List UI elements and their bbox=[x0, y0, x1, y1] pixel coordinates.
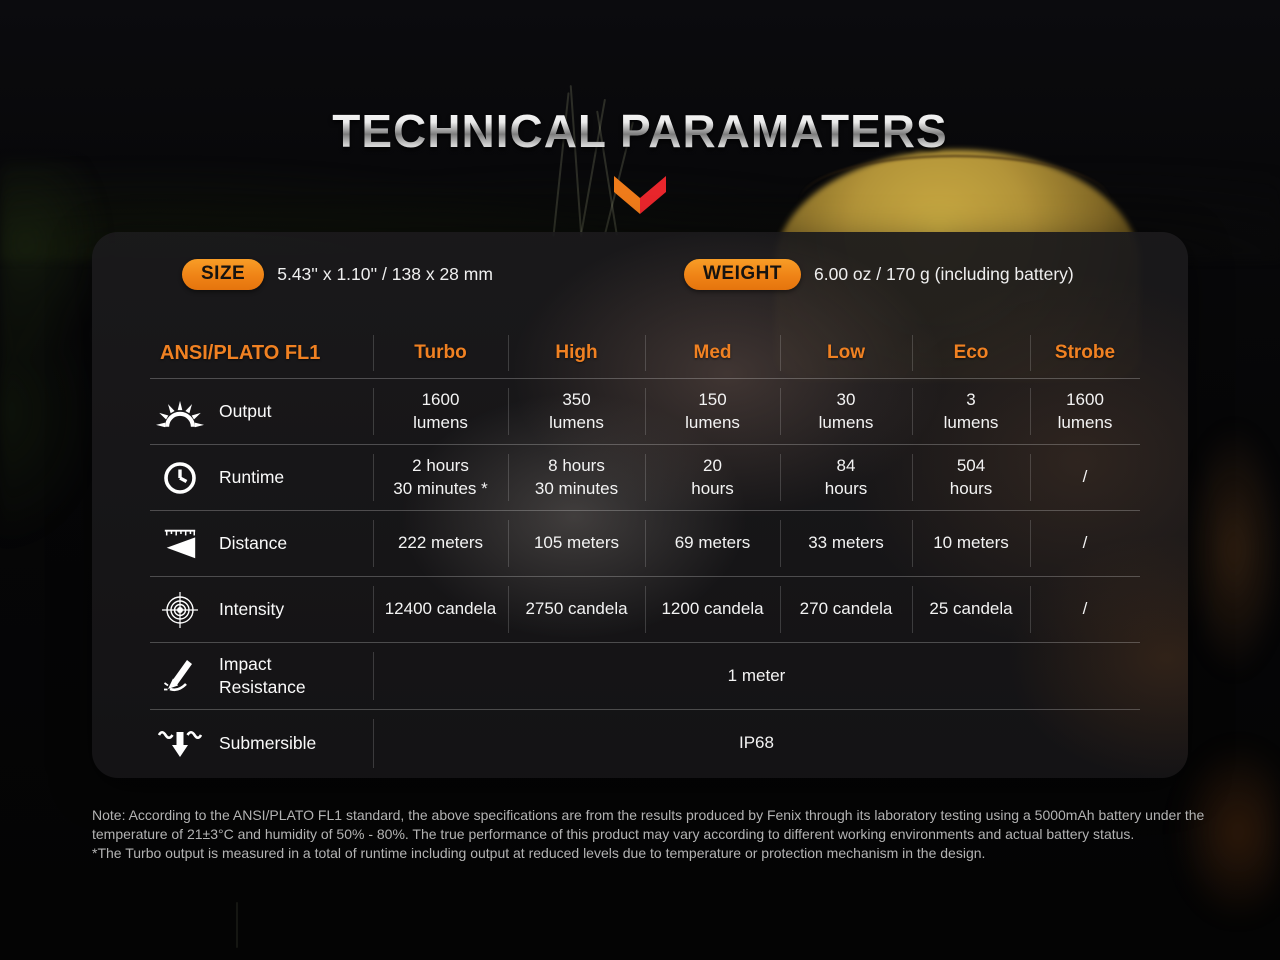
value-cell: 1200 candela bbox=[645, 577, 780, 642]
value-cell: / bbox=[1030, 577, 1140, 642]
grass-stem bbox=[236, 902, 238, 948]
value-cell: 504 hours bbox=[912, 445, 1030, 510]
header-turbo: Turbo bbox=[373, 328, 508, 378]
runtime-clock-icon bbox=[154, 460, 206, 496]
value-cell: 2 hours 30 minutes * bbox=[373, 445, 508, 510]
merged-value-cell: 1 meter bbox=[373, 643, 1140, 709]
page-title: TECHNICAL PARAMATERS bbox=[0, 104, 1280, 158]
size-value: 5.43'' x 1.10'' / 138 x 28 mm bbox=[277, 263, 493, 284]
beam-distance-icon bbox=[154, 526, 206, 562]
value-cell: 350 lumens bbox=[508, 379, 645, 444]
value-cell: 25 candela bbox=[912, 577, 1030, 642]
row-label: Impact Resistance bbox=[219, 653, 306, 697]
impact-resistance-icon bbox=[154, 658, 206, 694]
table-row-runtime: Runtime 2 hours 30 minutes * 8 hours 30 … bbox=[150, 444, 1140, 510]
light-output-icon bbox=[154, 393, 206, 431]
footnote: Note: According to the ANSI/PLATO FL1 st… bbox=[92, 806, 1218, 864]
size-badge: SIZE bbox=[182, 258, 265, 290]
submersible-icon bbox=[154, 727, 206, 761]
row-label: Runtime bbox=[219, 466, 285, 487]
header-high: High bbox=[508, 328, 645, 378]
header-strobe: Strobe bbox=[1030, 328, 1140, 378]
spec-table: ANSI/PLATO FL1 Turbo High Med Low Eco St… bbox=[150, 328, 1140, 777]
weight-badge: WEIGHT bbox=[684, 258, 801, 290]
light-intensity-icon bbox=[154, 591, 206, 629]
table-row-output: Output 1600 lumens 350 lumens 150 lumens… bbox=[150, 378, 1140, 444]
value-cell: 12400 candela bbox=[373, 577, 508, 642]
row-label: Output bbox=[219, 400, 272, 421]
table-row-impact-resistance: Impact Resistance 1 meter bbox=[150, 642, 1140, 709]
value-cell: 1600 lumens bbox=[373, 379, 508, 444]
value-cell: / bbox=[1030, 445, 1140, 510]
table-row-intensity: Intensity 12400 candela 2750 candela 120… bbox=[150, 576, 1140, 642]
value-cell: 30 lumens bbox=[780, 379, 912, 444]
value-cell: 222 meters bbox=[373, 511, 508, 576]
merged-value-cell: IP68 bbox=[373, 710, 1140, 777]
header-standard: ANSI/PLATO FL1 bbox=[160, 341, 321, 364]
row-label: Submersible bbox=[219, 732, 317, 753]
value-cell: 2750 candela bbox=[508, 577, 645, 642]
value-cell: 105 meters bbox=[508, 511, 645, 576]
header-low: Low bbox=[780, 328, 912, 378]
size-spec: SIZE 5.43'' x 1.10'' / 138 x 28 mm bbox=[182, 258, 493, 290]
value-cell: 8 hours 30 minutes bbox=[508, 445, 645, 510]
value-cell: 150 lumens bbox=[645, 379, 780, 444]
value-cell: / bbox=[1030, 511, 1140, 576]
row-label: Intensity bbox=[219, 598, 285, 619]
footnote-standard: Note: According to the ANSI/PLATO FL1 st… bbox=[92, 807, 1205, 843]
row-label: Distance bbox=[219, 532, 288, 553]
down-chevron-icon bbox=[614, 176, 666, 214]
value-cell: 33 meters bbox=[780, 511, 912, 576]
value-cell: 20 hours bbox=[645, 445, 780, 510]
table-row-distance: Distance 222 meters 105 meters 69 meters… bbox=[150, 510, 1140, 576]
header-eco: Eco bbox=[912, 328, 1030, 378]
table-row-submersible: Submersible IP68 bbox=[150, 709, 1140, 777]
value-cell: 84 hours bbox=[780, 445, 912, 510]
footnote-turbo: *The Turbo output is measured in a total… bbox=[92, 845, 986, 862]
value-cell: 1600 lumens bbox=[1030, 379, 1140, 444]
value-cell: 3 lumens bbox=[912, 379, 1030, 444]
spec-card: SIZE 5.43'' x 1.10'' / 138 x 28 mm WEIGH… bbox=[92, 232, 1188, 778]
table-header-row: ANSI/PLATO FL1 Turbo High Med Low Eco St… bbox=[150, 328, 1140, 378]
weight-value: 6.00 oz / 170 g (including battery) bbox=[814, 263, 1074, 284]
value-cell: 10 meters bbox=[912, 511, 1030, 576]
value-cell: 69 meters bbox=[645, 511, 780, 576]
header-med: Med bbox=[645, 328, 780, 378]
weight-spec: WEIGHT 6.00 oz / 170 g (including batter… bbox=[684, 258, 1074, 290]
value-cell: 270 candela bbox=[780, 577, 912, 642]
